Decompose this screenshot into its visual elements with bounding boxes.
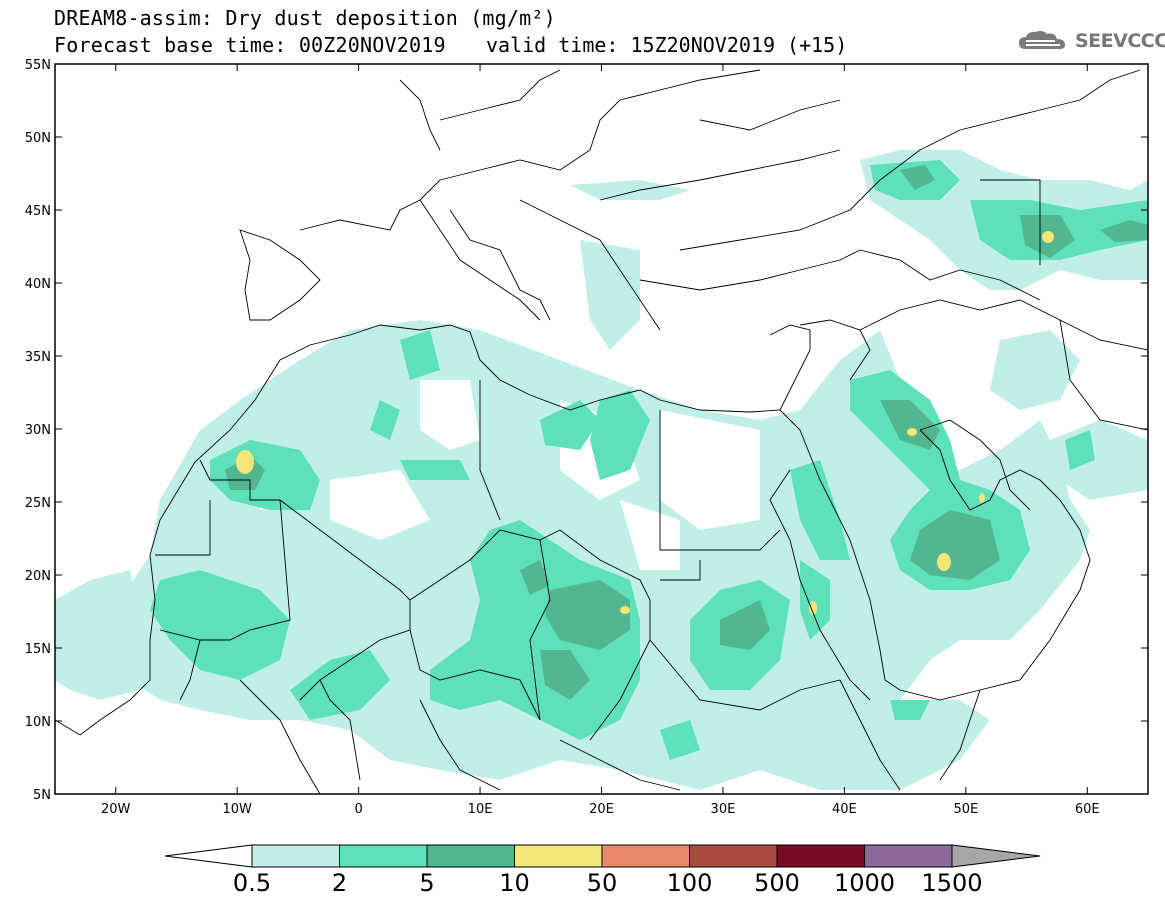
coastlines-borders [55,69,1148,794]
colorbar-level-label: 10 [499,869,530,897]
colorbar [164,844,1041,868]
colorbar-swatch [689,844,778,868]
lon-tick-label: 20E [589,802,614,817]
lon-tick-label: 10E [468,802,493,817]
lon-tick-label: 10W [222,802,252,817]
colorbar-level-label: 2 [331,869,348,897]
valid-time: valid time: 15Z20NOV2019 (+15) [486,33,848,57]
lat-tick-label: 45N [25,204,51,219]
colorbar-level-label: 5 [419,869,435,897]
logo-text: SEEVCCC [1075,30,1165,52]
colorbar-swatch [339,844,428,868]
colorbar-swatch [864,844,953,868]
level-10-areas [236,231,1054,615]
colorbar-swatch [601,844,690,868]
lon-tick-label: 40E [832,802,857,817]
colorbar-over-arrow [951,844,1041,868]
colorbar-level-label: 50 [586,869,618,897]
lat-tick-label: 55N [25,58,51,73]
deposition-field [55,150,1148,790]
colorbar-under-arrow [164,844,253,868]
seevccc-logo: SEEVCCC [1017,26,1165,56]
lat-tick-label: 30N [25,423,51,438]
colorbar-swatch [251,844,340,868]
lat-tick-label: 10N [25,715,51,730]
lat-tick-label: 15N [25,642,51,657]
colorbar-swatch [514,844,603,868]
lon-tick-label: 30E [711,802,736,817]
cloud-logo-icon [1019,30,1065,49]
lat-tick-label: 5N [33,788,51,803]
lat-tick-label: 35N [25,350,51,365]
longitude-axis: 20W 10W 0 10E 20E 30E 40E 50E 60E [101,64,1100,817]
colorbar-level-label: 500 [754,869,800,897]
lat-tick-label: 40N [25,277,51,292]
latitude-axis: 5N 10N 15N 20N 25N 30N 35N 40N 45N 50N 55N [25,58,1148,803]
lat-tick-label: 25N [25,496,51,511]
map-title: DREAM8-assim: Dry dust deposition (mg/m²… [54,6,556,30]
colorbar-level-label: 100 [666,869,713,897]
forecast-base-time: Forecast base time: 00Z20NOV2019 [54,33,446,57]
colorbar-swatch [426,844,515,868]
colorbar-swatch [776,844,865,868]
level-2-areas [150,160,1148,760]
lon-tick-label: 50E [953,802,978,817]
colorbar-level-label: 0.5 [232,869,272,897]
lon-tick-label: 20W [101,802,131,817]
level-5-areas [225,165,1148,700]
colorbar-level-label: 1500 [921,869,983,897]
lat-tick-label: 20N [25,569,51,584]
lat-tick-label: 50N [25,131,51,146]
colorbar-level-label: 1000 [833,869,896,897]
lon-tick-label: 0 [354,802,362,817]
lon-tick-label: 60E [1075,802,1100,817]
